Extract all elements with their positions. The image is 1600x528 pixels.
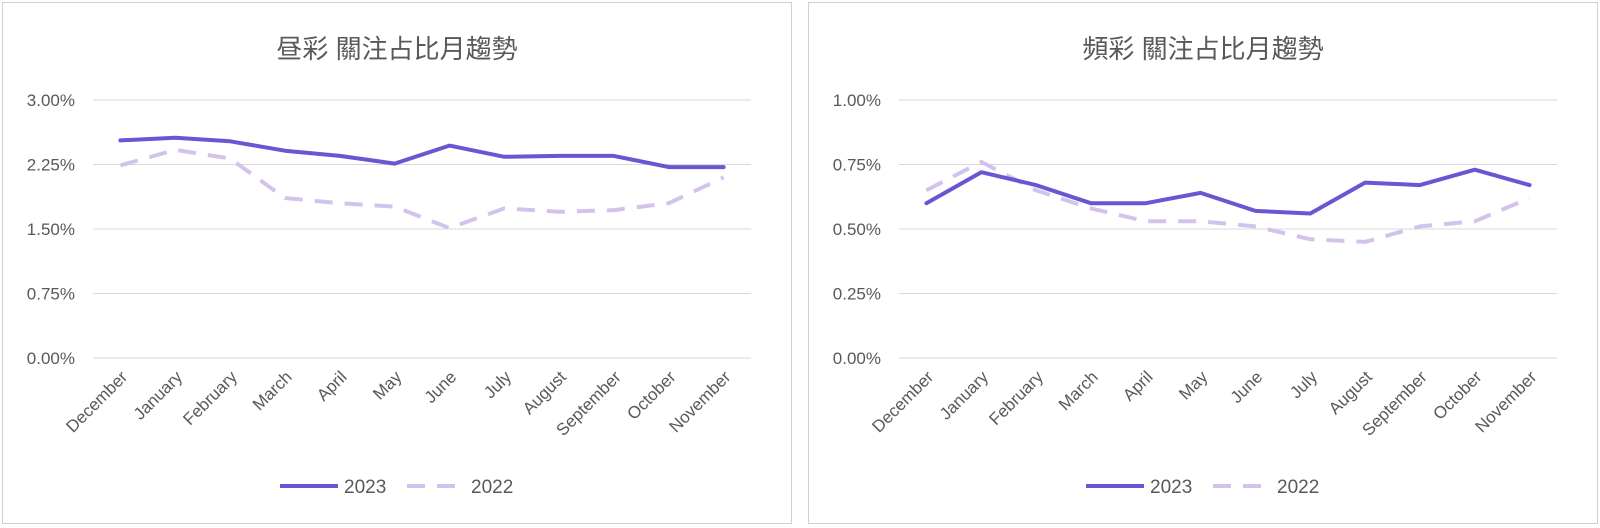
line-chart-left: 昼彩 關注占比月趨勢 3.00% 2.25% 1.50% 0.75% 0.00%Decem… bbox=[27, 34, 751, 498]
y-tick-label: 0.50% bbox=[833, 220, 881, 239]
legend-label: 2022 bbox=[1277, 477, 1319, 498]
legend-label: 2022 bbox=[471, 477, 513, 498]
line-chart-right: 頻彩 關注占比月趨勢 1.00% 0.75% 0.50% 0.25% 0.00%Decem… bbox=[833, 34, 1557, 498]
x-tick-label: May bbox=[369, 367, 405, 403]
x-tick-label: July bbox=[1286, 367, 1321, 402]
x-tick-label: June bbox=[421, 367, 461, 407]
x-tick-label: October bbox=[623, 367, 679, 423]
x-tick-label: June bbox=[1227, 367, 1267, 407]
y-tick-label: 2.25% bbox=[27, 156, 75, 175]
x-tick-label: March bbox=[1055, 367, 1102, 414]
series-line-2022 bbox=[119, 147, 725, 231]
y-tick-label: 0.00% bbox=[833, 349, 881, 368]
y-tick-label: 1.00% bbox=[833, 91, 881, 110]
x-tick-label: August bbox=[1325, 367, 1376, 418]
y-tick-label: 3.00% bbox=[27, 91, 75, 110]
x-tick-label: January bbox=[130, 367, 187, 424]
series-line-2023 bbox=[924, 167, 1532, 216]
series-line-2023 bbox=[118, 135, 726, 170]
series-line-2022 bbox=[925, 159, 1531, 244]
chart-title: 頻彩 關注占比月趨勢 bbox=[1082, 34, 1323, 64]
x-tick-label: May bbox=[1175, 367, 1211, 403]
y-tick-label: 0.75% bbox=[27, 285, 75, 304]
x-tick-label: July bbox=[480, 367, 515, 402]
x-tick-label: March bbox=[249, 367, 296, 414]
y-tick-label: 1.50% bbox=[27, 220, 75, 239]
x-tick-label: August bbox=[519, 367, 570, 418]
x-tick-label: April bbox=[1119, 367, 1156, 404]
x-tick-label: February bbox=[179, 367, 241, 429]
x-tick-label: December bbox=[62, 367, 131, 436]
legend-label: 2023 bbox=[344, 477, 386, 498]
y-tick-label: 0.25% bbox=[833, 285, 881, 304]
x-tick-label: February bbox=[985, 367, 1047, 429]
chart-title: 昼彩 關注占比月趨勢 bbox=[276, 34, 517, 64]
y-tick-label: 0.75% bbox=[833, 156, 881, 175]
chart-panel-left: 昼彩 關注占比月趨勢 3.00% 2.25% 1.50% 0.75% 0.00% Decem… bbox=[2, 2, 792, 524]
x-tick-label: December bbox=[868, 367, 937, 436]
x-tick-label: April bbox=[313, 367, 350, 404]
x-tick-label: January bbox=[936, 367, 993, 424]
y-tick-label: 0.00% bbox=[27, 349, 75, 368]
legend-label: 2023 bbox=[1150, 477, 1192, 498]
chart-panel-right: 頻彩 關注占比月趨勢 1.00% 0.75% 0.50% 0.25% 0.00% Decem… bbox=[808, 2, 1598, 524]
x-tick-label: October bbox=[1429, 367, 1485, 423]
